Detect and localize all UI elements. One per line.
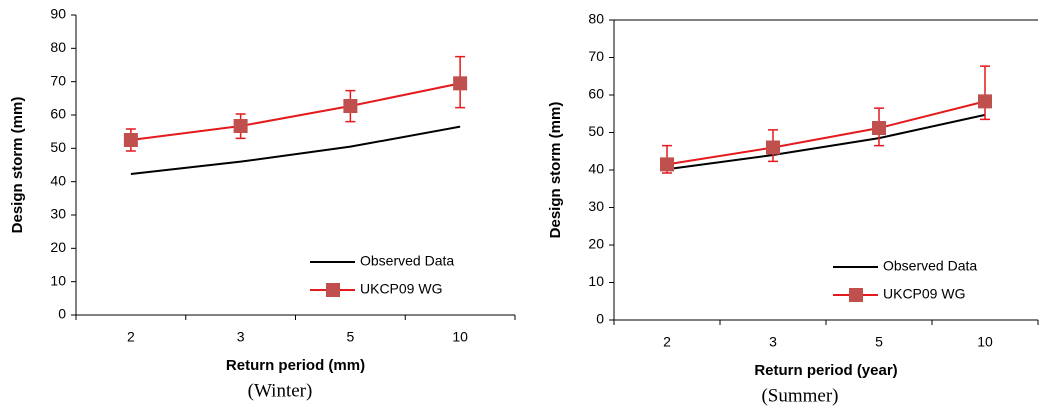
y-tick-label: 0 xyxy=(596,311,604,327)
marker xyxy=(343,99,358,113)
y-tick-label: 30 xyxy=(588,198,604,214)
legend-label: Observed Data xyxy=(360,253,454,269)
series-line xyxy=(666,113,986,171)
y-axis-title: Design storm (mm) xyxy=(547,102,564,239)
y-tick-label: 70 xyxy=(50,72,66,88)
y-tick-label: 50 xyxy=(588,123,604,139)
y-tick-label: 20 xyxy=(50,239,66,255)
marker xyxy=(872,121,886,135)
y-tick-label: 90 xyxy=(50,6,66,22)
marker xyxy=(453,76,468,91)
legend-label: UKCP09 WG xyxy=(360,281,442,297)
y-tick-label: 80 xyxy=(50,39,66,55)
x-axis-title: Return period (mm) xyxy=(226,357,365,374)
y-tick-label: 40 xyxy=(50,172,66,188)
y-tick-label: 0 xyxy=(58,306,66,322)
marker xyxy=(766,140,780,155)
y-tick-label: 30 xyxy=(50,206,66,222)
marker xyxy=(233,119,248,133)
y-axis-title: Design storm (mm) xyxy=(9,97,26,234)
y-tick-label: 10 xyxy=(50,272,66,288)
y-tick-label: 40 xyxy=(588,161,604,177)
marker xyxy=(978,94,992,109)
legend-marker xyxy=(849,288,863,302)
caption: (Summer) xyxy=(761,385,838,406)
y-tick-label: 10 xyxy=(588,273,604,289)
caption: (Winter) xyxy=(248,380,313,401)
series-line xyxy=(130,125,461,175)
y-tick-label: 80 xyxy=(588,11,604,27)
x-tick-label: 2 xyxy=(127,329,135,345)
y-tick-label: 20 xyxy=(588,236,604,252)
x-tick-label: 3 xyxy=(237,329,245,345)
x-tick-label: 2 xyxy=(663,334,671,350)
legend-label: UKCP09 WG xyxy=(883,286,965,302)
marker xyxy=(123,133,138,147)
x-tick-label: 10 xyxy=(977,334,993,350)
legend-label: Observed Data xyxy=(883,258,977,274)
series-line xyxy=(130,82,461,141)
y-tick-label: 60 xyxy=(50,106,66,122)
x-tick-label: 5 xyxy=(346,329,354,345)
legend-marker xyxy=(326,283,340,297)
y-tick-label: 70 xyxy=(588,48,604,64)
y-tick-label: 50 xyxy=(50,139,66,155)
error-bar xyxy=(980,65,990,121)
x-tick-label: 10 xyxy=(452,329,468,345)
x-axis-title: Return period (year) xyxy=(754,362,897,379)
x-tick-label: 5 xyxy=(875,334,883,350)
series-line xyxy=(666,100,986,166)
y-tick-label: 60 xyxy=(588,86,604,102)
x-tick-label: 3 xyxy=(769,334,777,350)
marker xyxy=(660,157,674,172)
